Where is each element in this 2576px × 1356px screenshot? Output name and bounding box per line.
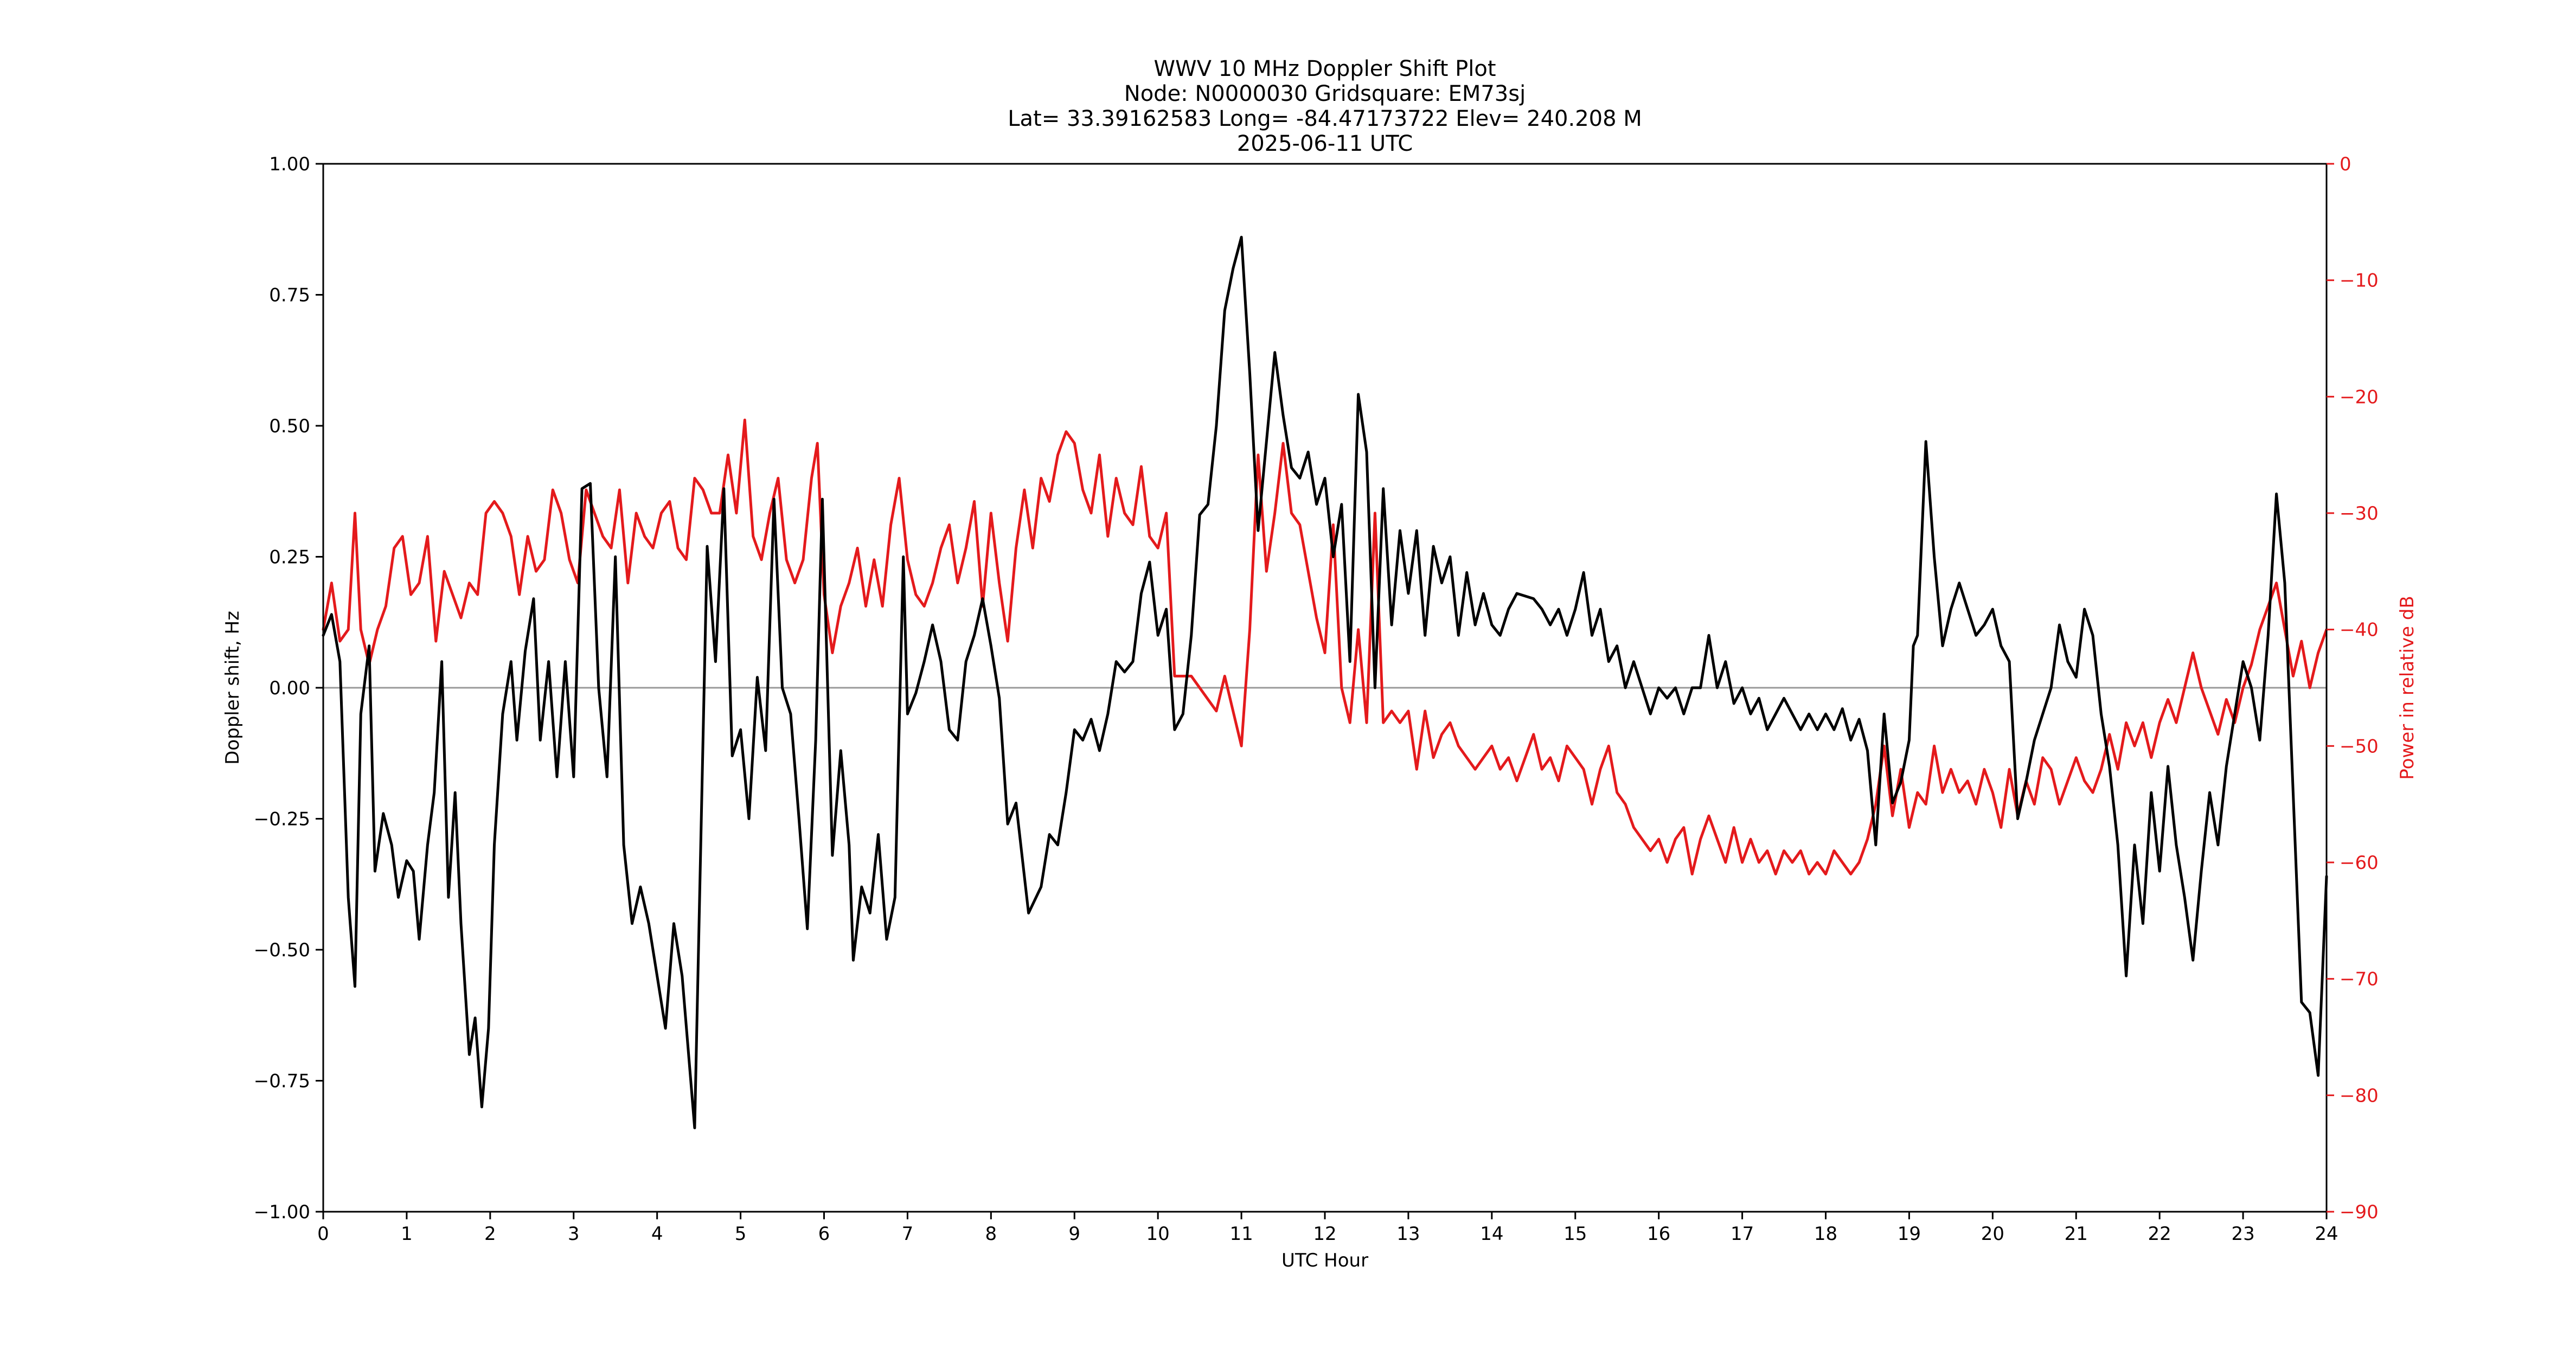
x-tick-label: 1 xyxy=(401,1223,413,1245)
left-y-tick-label: 0.25 xyxy=(269,547,310,568)
x-tick-label: 23 xyxy=(2231,1223,2254,1245)
x-tick-label: 4 xyxy=(651,1223,663,1245)
x-tick-label: 7 xyxy=(902,1223,914,1245)
x-tick-label: 13 xyxy=(1396,1223,1420,1245)
left-y-tick-label: −0.25 xyxy=(254,809,310,830)
title-line-3: Lat= 33.39162583 Long= -84.47173722 Elev… xyxy=(1008,106,1642,131)
left-axis-label: Doppler shift, Hz xyxy=(222,611,243,765)
right-y-tick-label: −30 xyxy=(2340,503,2379,525)
x-tick-label: 2 xyxy=(484,1223,496,1245)
right-y-tick-label: −20 xyxy=(2340,386,2379,408)
right-y-tick-label: −70 xyxy=(2340,969,2379,990)
series-layer xyxy=(322,235,2328,1129)
left-y-tick-label: 0.75 xyxy=(269,285,310,306)
title-line-2: Node: N0000030 Gridsquare: EM73sj xyxy=(1124,81,1526,106)
x-tick-label: 16 xyxy=(1647,1223,1670,1245)
x-tick-label: 18 xyxy=(1814,1223,1837,1245)
left-y-tick-label: 1.00 xyxy=(269,153,310,175)
right-y-tick-label: 0 xyxy=(2340,153,2351,175)
x-tick-label: 15 xyxy=(1563,1223,1587,1245)
x-tick-label: 12 xyxy=(1313,1223,1336,1245)
x-tick-label: 3 xyxy=(568,1223,580,1245)
x-tick-label: 21 xyxy=(2065,1223,2088,1245)
x-tick-label: 19 xyxy=(1898,1223,1921,1245)
left-y-tick-label: −0.75 xyxy=(254,1071,310,1092)
chart-title: WWV 10 MHz Doppler Shift Plot Node: N000… xyxy=(1008,56,1642,156)
x-tick-label: 5 xyxy=(735,1223,747,1245)
x-tick-label: 10 xyxy=(1146,1223,1170,1245)
right-y-tick-label: −40 xyxy=(2340,619,2379,641)
right-axis-ticks: 0 −10 −20 −30 −40 −50 −60 −70 −80 −90 xyxy=(2327,153,2379,1223)
right-y-tick-label: −60 xyxy=(2340,852,2379,874)
right-axis-label: Power in relative dB xyxy=(2396,596,2418,779)
x-tick-label: 22 xyxy=(2148,1223,2171,1245)
x-tick-label: 17 xyxy=(1731,1223,1754,1245)
x-tick-label: 24 xyxy=(2315,1223,2338,1245)
x-axis-label: UTC Hour xyxy=(1281,1250,1368,1271)
x-tick-label: 20 xyxy=(1981,1223,2004,1245)
doppler-series-line xyxy=(322,235,2328,1129)
x-tick-label: 0 xyxy=(317,1223,329,1245)
right-y-tick-label: −10 xyxy=(2340,270,2379,292)
title-line-1: WWV 10 MHz Doppler Shift Plot xyxy=(1154,56,1496,81)
title-line-4: 2025-06-11 UTC xyxy=(1237,131,1413,156)
left-axis-ticks: 1.00 0.75 0.50 0.25 0.00 −0.25 −0.50 −0.75 −1.00 xyxy=(254,153,323,1223)
x-tick-label: 14 xyxy=(1480,1223,1503,1245)
x-tick-label: 8 xyxy=(985,1223,997,1245)
right-y-tick-label: −80 xyxy=(2340,1085,2379,1106)
left-y-tick-label: 0.00 xyxy=(269,677,310,699)
power-series-line xyxy=(322,418,2328,875)
x-tick-label: 6 xyxy=(818,1223,830,1245)
left-y-tick-label: −0.50 xyxy=(254,939,310,961)
x-tick-label: 11 xyxy=(1229,1223,1253,1245)
left-y-tick-label: −1.00 xyxy=(254,1201,310,1223)
x-axis-ticks: 0 1 2 3 4 5 6 7 8 9 10 11 12 13 14 15 16 17 18 19 20 21 22 23 24 xyxy=(317,1212,2338,1245)
left-y-tick-label: 0.50 xyxy=(269,415,310,437)
x-tick-label: 9 xyxy=(1068,1223,1080,1245)
right-y-tick-label: −90 xyxy=(2340,1201,2379,1223)
right-y-tick-label: −50 xyxy=(2340,735,2379,757)
